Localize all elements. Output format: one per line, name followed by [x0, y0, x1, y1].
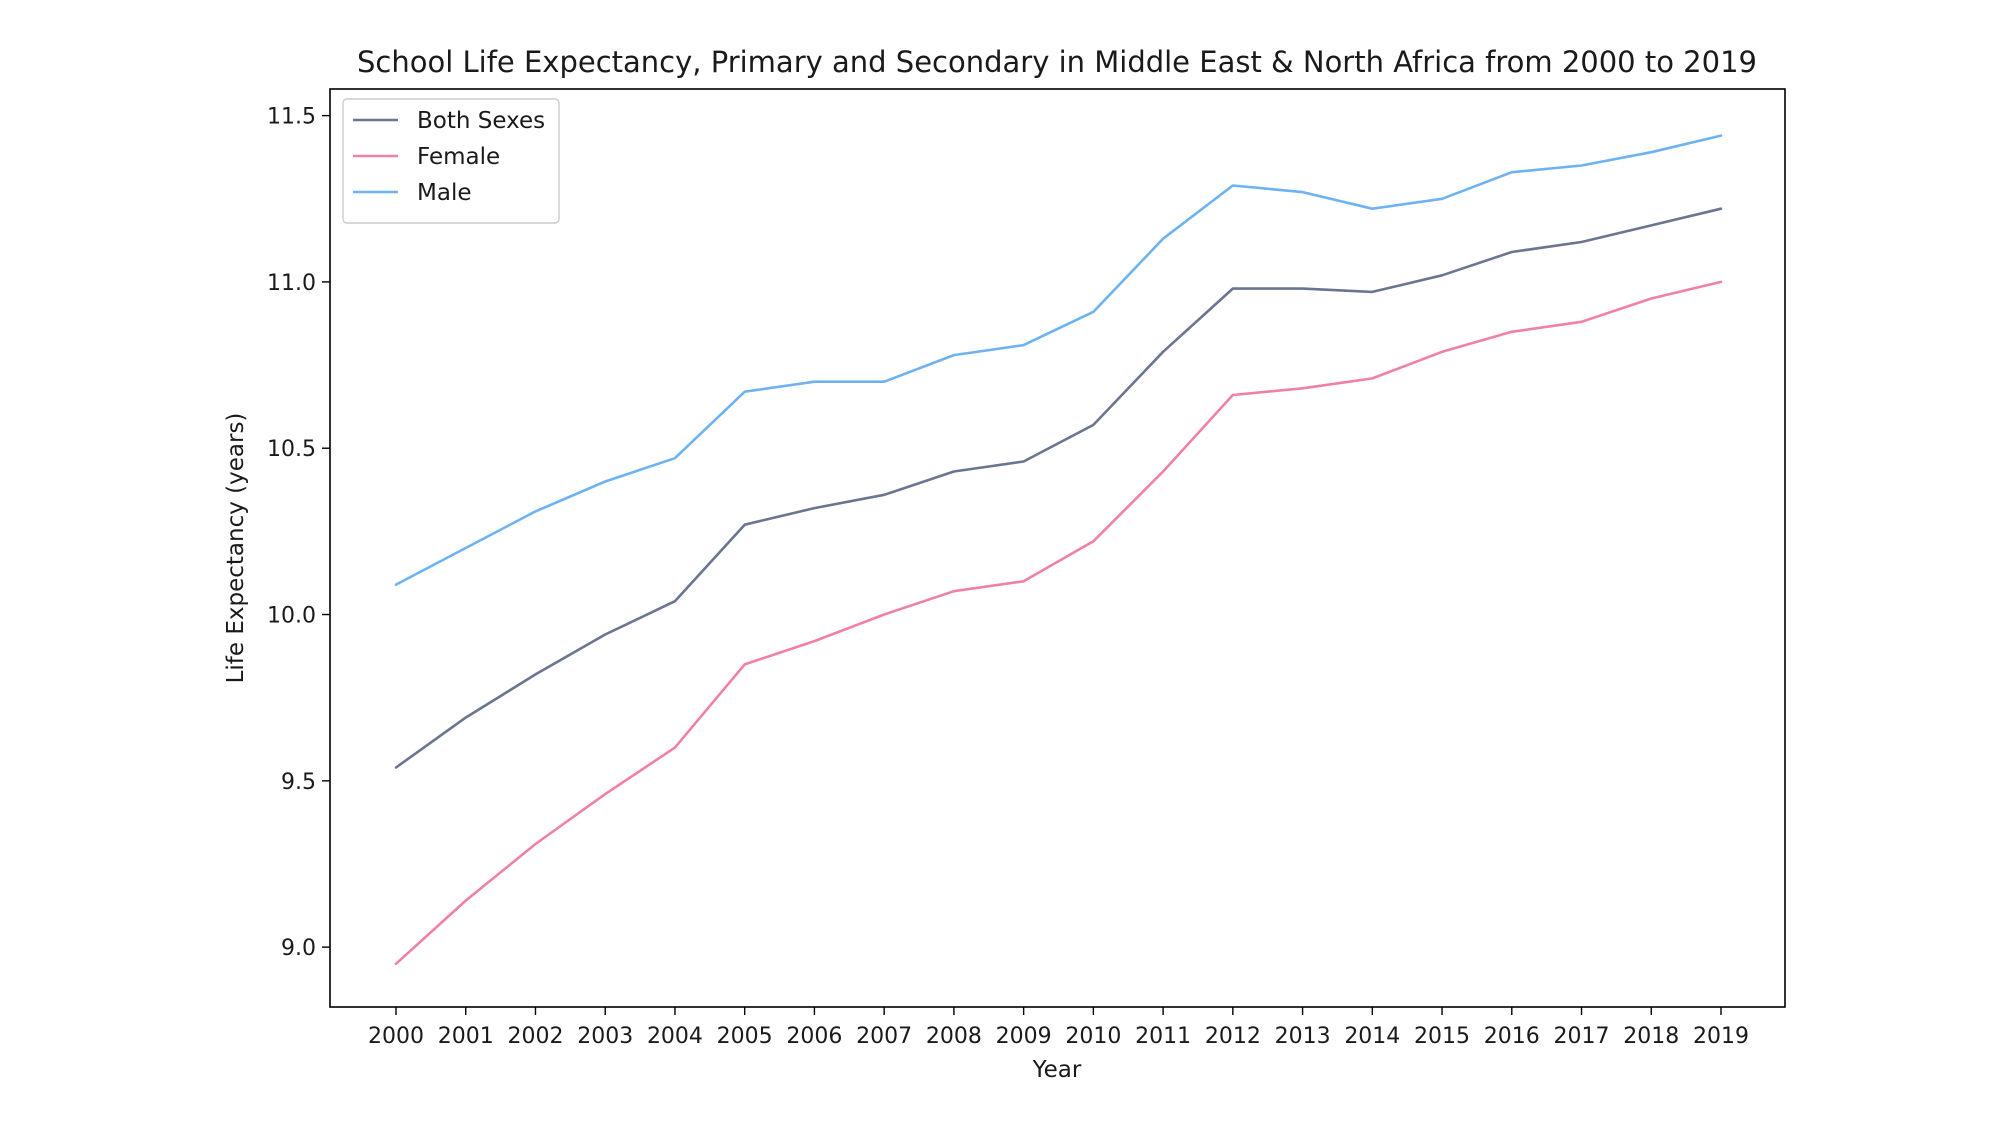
y-axis-label: Life Expectancy (years) — [223, 413, 249, 684]
x-tick-label: 2004 — [647, 1024, 703, 1049]
y-tick-label: 10.0 — [267, 604, 316, 629]
x-axis-label: Year — [1032, 1057, 1082, 1083]
series-line-female — [394, 280, 1723, 966]
legend-label-male: Male — [417, 180, 471, 206]
x-tick-label: 2009 — [996, 1024, 1052, 1049]
x-tick-label: 2008 — [926, 1024, 982, 1049]
x-tick-label: 2012 — [1205, 1024, 1261, 1049]
y-axis: 9.0 9.5 10.0 10.5 11.0 11.5 — [267, 105, 330, 961]
x-tick-label: 2001 — [438, 1024, 494, 1049]
x-tick-label: 2014 — [1344, 1024, 1400, 1049]
y-tick-label: 11.5 — [267, 105, 316, 130]
x-tick-label: 2015 — [1414, 1024, 1470, 1049]
x-tick-label: 2018 — [1623, 1024, 1679, 1049]
x-tick-label: 2005 — [717, 1024, 773, 1049]
x-tick-label: 2019 — [1693, 1024, 1749, 1049]
y-tick-label: 10.5 — [267, 437, 316, 462]
x-tick-label: 2003 — [577, 1024, 633, 1049]
y-tick-label: 9.5 — [281, 770, 316, 795]
x-tick-label: 2000 — [368, 1024, 424, 1049]
series-line-male — [394, 134, 1723, 586]
x-tick-label: 2017 — [1554, 1024, 1610, 1049]
legend-label-female: Female — [417, 144, 500, 170]
plot-frame — [329, 88, 1786, 1008]
series-line-both-sexes — [394, 207, 1723, 769]
x-tick-label: 2002 — [507, 1024, 563, 1049]
series-layer — [394, 134, 1723, 966]
chart-title: School Life Expectancy, Primary and Seco… — [357, 45, 1757, 79]
y-tick-label: 11.0 — [267, 271, 316, 296]
x-tick-label: 2007 — [856, 1024, 912, 1049]
x-tick-label: 2006 — [786, 1024, 842, 1049]
legend-label-both-sexes: Both Sexes — [417, 108, 545, 134]
x-tick-label: 2011 — [1135, 1024, 1191, 1049]
x-tick-label: 2013 — [1275, 1024, 1331, 1049]
x-axis: 2000 2001 2002 2003 2004 2005 2006 2007 2008 2009… — [368, 1007, 1749, 1049]
legend: Both Sexes Female Male — [342, 98, 560, 224]
x-tick-label: 2016 — [1484, 1024, 1540, 1049]
x-tick-label: 2010 — [1065, 1024, 1121, 1049]
y-tick-label: 9.0 — [281, 936, 316, 961]
